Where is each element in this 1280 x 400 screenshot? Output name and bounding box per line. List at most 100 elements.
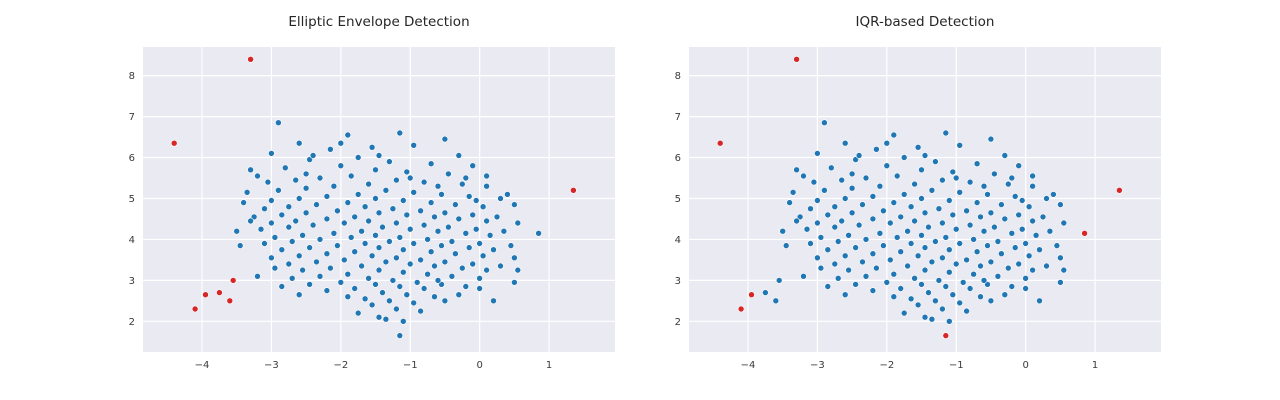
figure: Elliptic Envelope Detection −4 −3 −2 −1 0 1 2 3… xyxy=(97,0,1183,389)
data-point xyxy=(921,152,929,159)
data-point xyxy=(841,139,849,147)
data-point xyxy=(939,305,946,313)
outlier-point xyxy=(716,139,724,147)
data-point xyxy=(462,283,470,290)
data-point xyxy=(824,246,832,253)
data-point xyxy=(323,193,331,200)
x-tick-label: −2 xyxy=(879,360,894,371)
y-tick-label: 2 xyxy=(129,317,135,328)
data-point xyxy=(793,166,800,174)
subplot-elliptic-envelope: Elliptic Envelope Detection −4 −3 −2 −1 0 1 2 3… xyxy=(97,0,637,389)
data-point xyxy=(275,187,282,194)
data-point xyxy=(379,289,386,296)
data-point xyxy=(490,297,497,305)
data-point xyxy=(341,256,348,264)
data-point xyxy=(344,199,352,206)
data-point xyxy=(438,242,445,249)
x-tick-label: −4 xyxy=(195,360,210,371)
y-tick-label: 2 xyxy=(675,317,681,328)
data-point xyxy=(410,189,418,196)
data-point xyxy=(382,258,390,266)
data-point xyxy=(963,307,970,315)
data-point xyxy=(316,174,324,182)
x-tick-label: 1 xyxy=(1092,360,1098,371)
data-point xyxy=(862,236,870,243)
data-point xyxy=(375,313,383,321)
data-point xyxy=(368,144,376,151)
data-point xyxy=(869,193,877,200)
data-point xyxy=(859,258,866,266)
data-point xyxy=(762,289,769,296)
data-point xyxy=(918,281,925,288)
data-point xyxy=(351,248,359,255)
data-point xyxy=(893,172,901,180)
data-point xyxy=(1008,230,1016,237)
subplot-iqr: IQR-based Detection −4 −3 −2 −1 0 1 2 3 4 5 6 7 8 xyxy=(643,0,1183,389)
data-point xyxy=(987,135,995,143)
data-point xyxy=(1025,252,1033,260)
data-point xyxy=(313,201,320,208)
data-point xyxy=(918,195,925,202)
data-point xyxy=(299,266,306,274)
data-point xyxy=(445,223,452,231)
data-point xyxy=(834,275,842,282)
data-point xyxy=(393,305,400,313)
data-point xyxy=(980,182,988,190)
data-point xyxy=(323,287,331,294)
data-point xyxy=(399,268,407,276)
data-point xyxy=(1036,246,1043,253)
data-point xyxy=(441,297,449,305)
data-point xyxy=(309,221,317,229)
data-point xyxy=(243,189,251,196)
y-tick-label: 5 xyxy=(675,194,681,205)
data-point xyxy=(1029,217,1036,225)
plot-title-elliptic: Elliptic Envelope Detection xyxy=(288,14,470,30)
data-point xyxy=(337,162,345,169)
y-tick-label: 8 xyxy=(675,71,681,82)
data-point xyxy=(932,238,939,245)
data-point xyxy=(330,230,338,237)
data-point xyxy=(323,215,331,223)
data-point xyxy=(424,270,431,278)
data-point xyxy=(427,199,435,206)
scatter-plot-iqr: −4 −3 −2 −1 0 1 2 3 4 5 6 7 8 xyxy=(675,47,1161,371)
data-point xyxy=(789,189,797,196)
data-point xyxy=(970,236,977,243)
data-point xyxy=(831,203,839,210)
data-point xyxy=(1050,191,1057,198)
data-point xyxy=(327,264,334,272)
data-point xyxy=(1001,215,1009,223)
data-point xyxy=(1029,182,1036,190)
data-point xyxy=(876,182,884,190)
data-point xyxy=(344,270,352,278)
data-point xyxy=(306,244,313,251)
data-point xyxy=(966,285,974,292)
data-point xyxy=(987,297,995,305)
data-point xyxy=(952,174,960,182)
data-point xyxy=(396,234,404,241)
data-point xyxy=(424,236,431,243)
data-point xyxy=(334,207,341,215)
data-point xyxy=(807,240,814,247)
data-point xyxy=(1015,162,1023,169)
data-point xyxy=(973,199,981,206)
data-point xyxy=(1039,213,1047,221)
data-point xyxy=(1057,279,1064,286)
data-point xyxy=(807,205,814,212)
data-point xyxy=(535,230,542,237)
data-point xyxy=(483,217,490,225)
data-point xyxy=(914,301,922,309)
data-point xyxy=(890,199,898,206)
data-point xyxy=(963,207,970,215)
data-point xyxy=(264,178,272,186)
data-point xyxy=(285,260,293,268)
data-point xyxy=(427,160,435,167)
data-point xyxy=(361,295,369,303)
outlier-point xyxy=(191,305,199,313)
outlier-point xyxy=(793,55,800,63)
data-point xyxy=(465,244,473,251)
data-point xyxy=(334,242,341,249)
data-point xyxy=(932,158,939,165)
outlier-point xyxy=(170,139,178,147)
data-point xyxy=(1022,275,1029,282)
